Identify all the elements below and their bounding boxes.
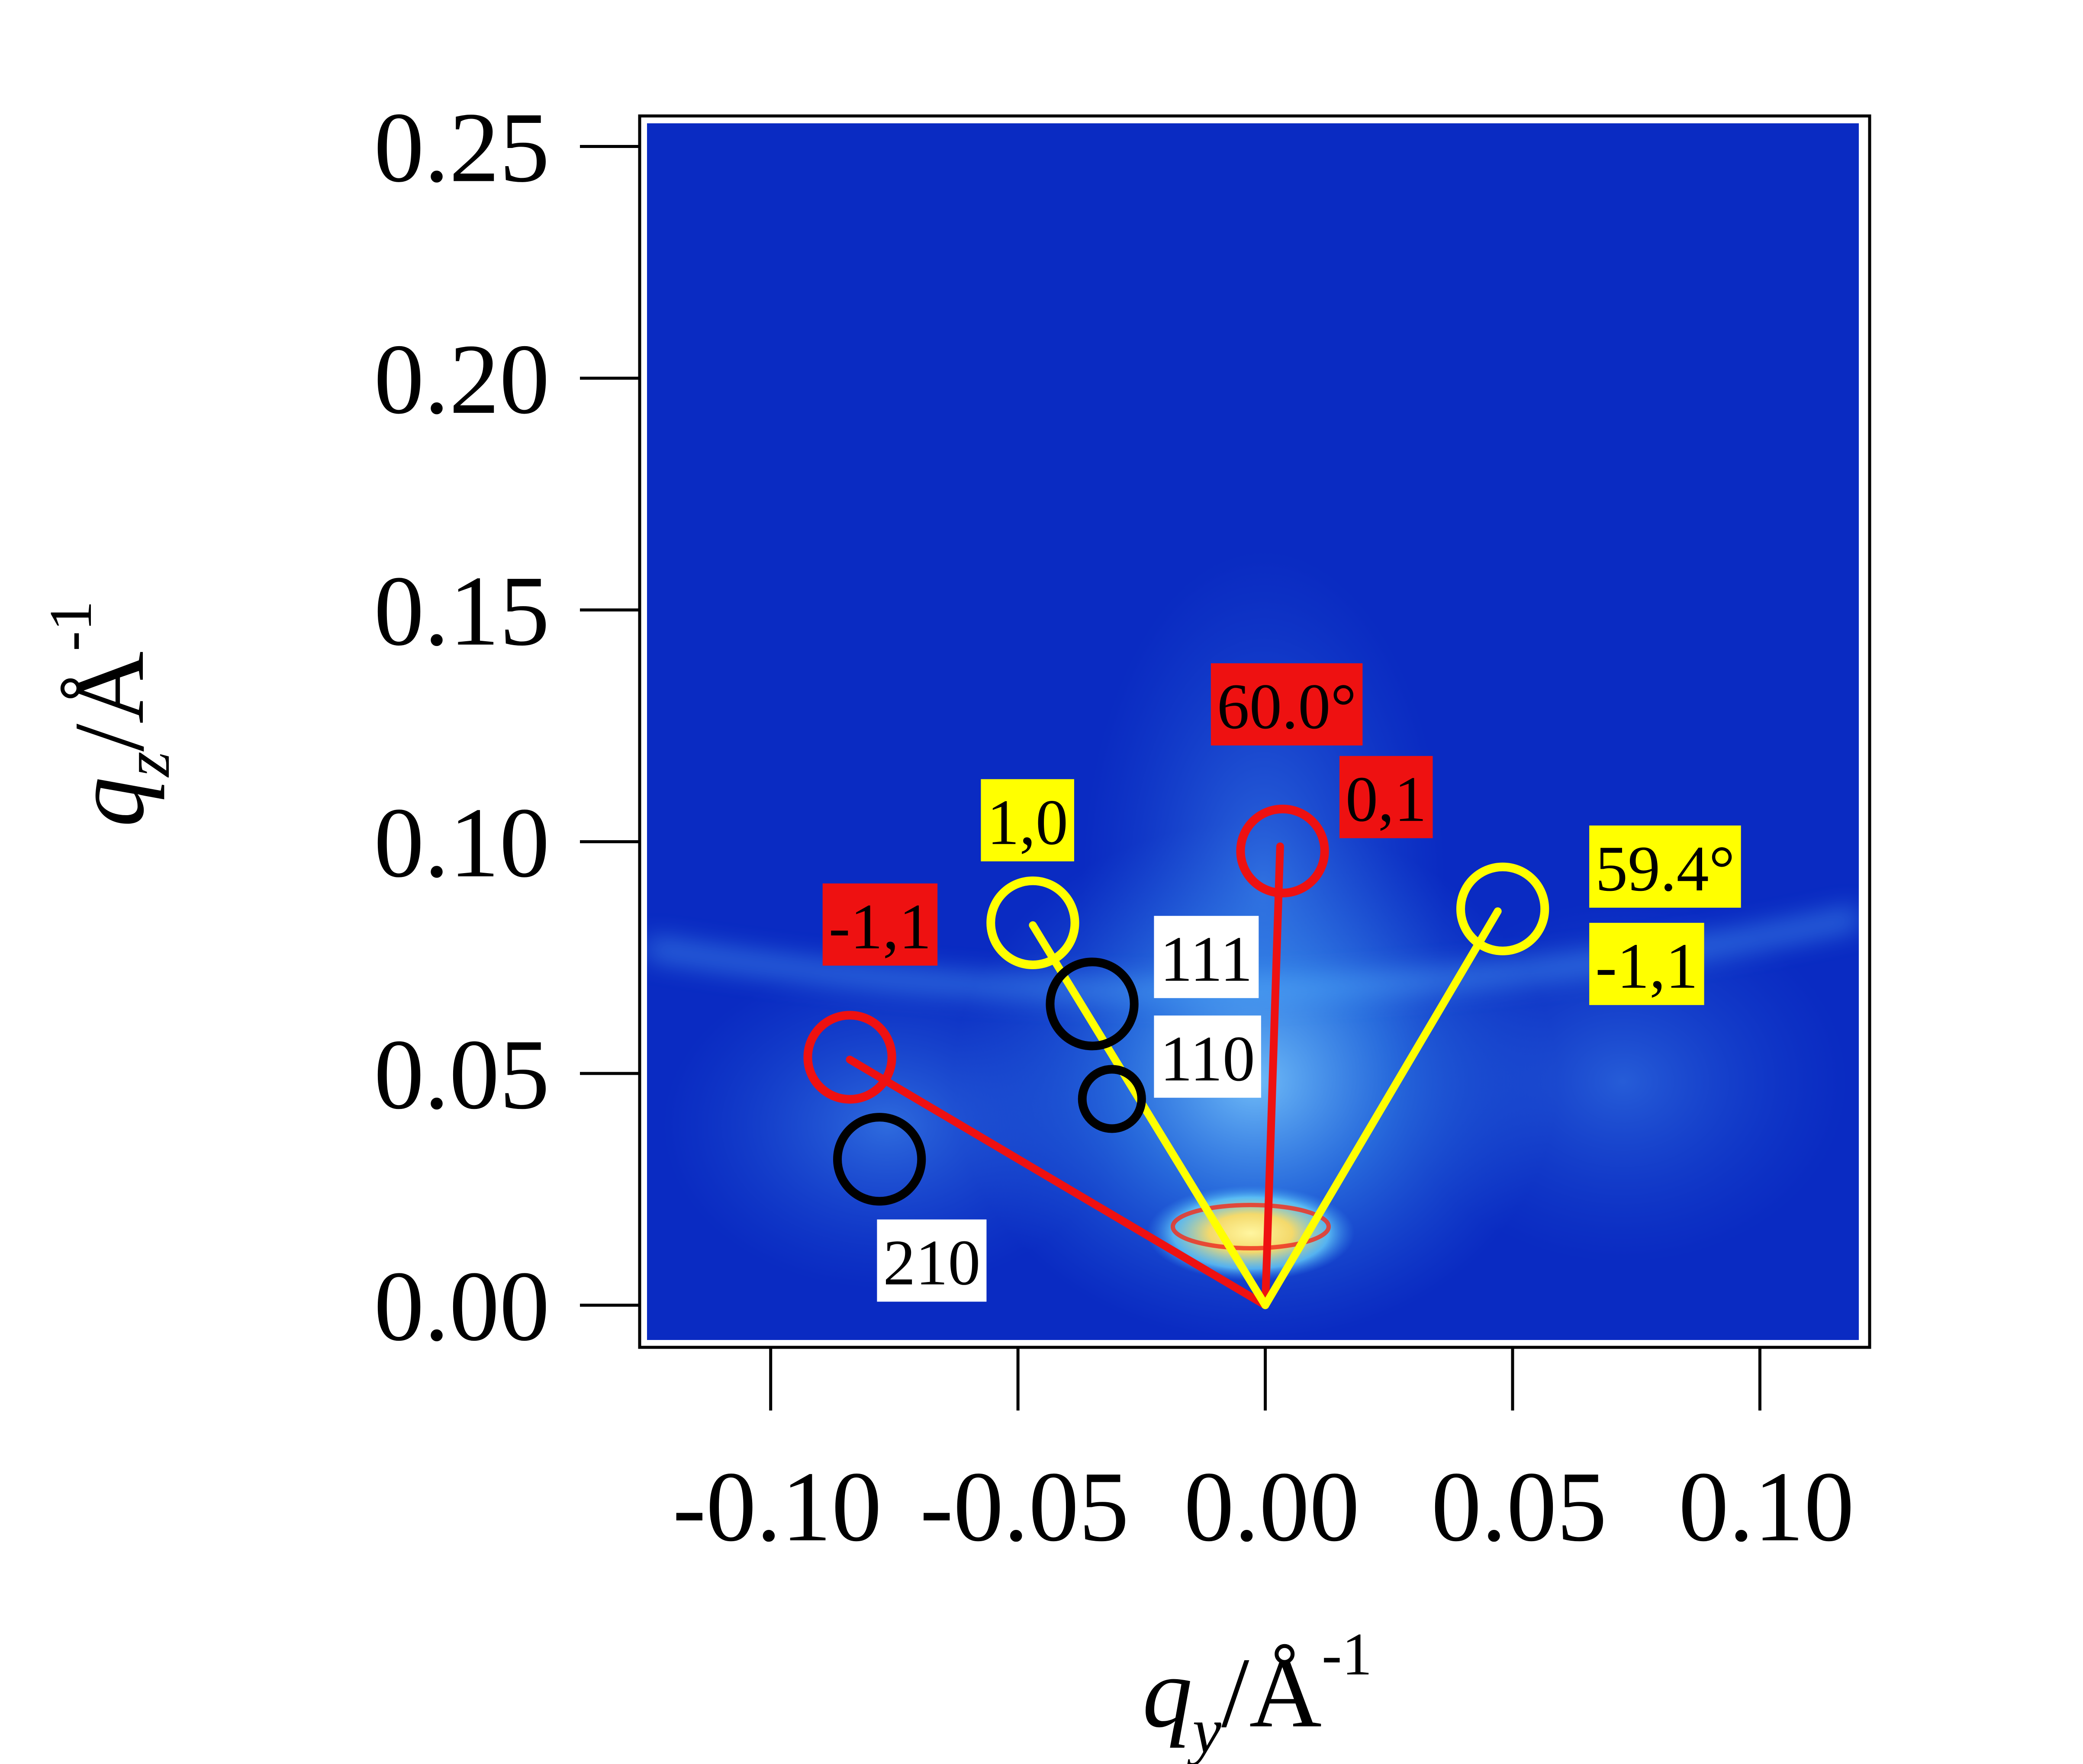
plot-overlay — [803, 804, 1549, 1309]
x-tick-label: 0.00 — [1184, 1451, 1360, 1562]
x-tick-label: 0.10 — [1678, 1451, 1854, 1562]
yellow-line-minus1-1 — [1261, 907, 1502, 1309]
svg-text:qy/Å-1: qy/Å-1 — [1142, 1621, 1372, 1764]
annotation-box — [1589, 922, 1704, 1005]
y-axis-label-sub: z — [111, 752, 183, 778]
y-tick-label: 0.00 — [374, 1251, 550, 1362]
annotation-box — [877, 1219, 987, 1302]
black-circle-210 — [833, 1113, 926, 1206]
red-line-0-1 — [1261, 842, 1284, 1309]
black-circle-110 — [1078, 1065, 1146, 1133]
annotation-box — [981, 779, 1074, 861]
annotation-minus1-1-yellow: -1,1 — [1589, 922, 1704, 1005]
yellow-circle-minus1-1 — [1456, 862, 1549, 955]
y-axis-label-exp: -1 — [37, 601, 104, 652]
annotation-box — [822, 883, 938, 966]
annotation-box — [1211, 663, 1363, 745]
annotation-angle-60: 60.0° — [1211, 663, 1363, 745]
red-line-minus1-1 — [846, 1055, 1269, 1309]
svg-text:qz/Å-1: qz/Å-1 — [37, 601, 183, 827]
annotation-box — [1154, 1015, 1261, 1098]
y-axis-label: qz/Å-1 — [37, 601, 183, 827]
annotation-text: 111 — [1160, 923, 1252, 995]
annotation-0-1: 0,1 — [1339, 756, 1433, 839]
annotation-minus1-1-red: -1,1 — [822, 883, 938, 966]
y-axis-label-unit: /Å — [54, 651, 165, 752]
y-axis: 0.00 0.05 0.10 0.15 0.20 0.25 — [374, 92, 638, 1362]
x-tick-label: -0.05 — [920, 1451, 1129, 1562]
annotation-box — [1589, 825, 1741, 908]
y-tick-label: 0.20 — [374, 324, 550, 435]
heatmap-glow-right — [1398, 900, 1848, 1263]
x-axis-label-sub: y — [1187, 1695, 1221, 1764]
annotation-text: 60.0° — [1217, 671, 1357, 742]
annotation-1-0: 1,0 — [981, 779, 1074, 861]
y-tick-label: 0.05 — [374, 1019, 550, 1130]
annotations: 60.0° 0,1 1,0 -1,1 111 110 210 59.4° -1,1 — [822, 663, 1741, 1302]
annotation-text: 1,0 — [987, 787, 1068, 858]
yellow-line-1-0 — [1029, 921, 1269, 1309]
heatmap-glow-left — [662, 961, 1112, 1289]
annotation-text: 59.4° — [1595, 833, 1735, 905]
y-axis-label-q: q — [54, 777, 165, 827]
red-circle-0-1 — [1236, 804, 1329, 897]
x-axis-label-unit: /Å — [1221, 1637, 1322, 1748]
annotation-text: -1,1 — [829, 891, 931, 963]
y-tick-label: 0.15 — [374, 556, 550, 667]
x-axis-label-q: q — [1142, 1637, 1192, 1748]
x-axis-label: qy/Å-1 — [1142, 1621, 1372, 1764]
yellow-circle-1-0 — [986, 876, 1079, 970]
annotation-text: 110 — [1160, 1023, 1255, 1095]
annotation-text: 210 — [883, 1227, 980, 1298]
x-axis: -0.10 -0.05 0.00 0.05 0.10 — [673, 1349, 1854, 1562]
y-tick-label: 0.10 — [374, 787, 550, 898]
annotation-110: 110 — [1154, 1015, 1261, 1098]
black-circle-111 — [1046, 958, 1139, 1051]
y-tick-label: 0.25 — [374, 92, 550, 203]
annotation-111: 111 — [1154, 916, 1259, 998]
annotation-text: 0,1 — [1346, 763, 1427, 835]
annotation-box — [1339, 756, 1433, 839]
heatmap-beam-ring — [1171, 1203, 1331, 1250]
annotation-angle-59-4: 59.4° — [1589, 825, 1741, 908]
x-tick-label: 0.05 — [1431, 1451, 1607, 1562]
annotation-210: 210 — [877, 1219, 987, 1302]
x-axis-label-exp: -1 — [1322, 1621, 1372, 1688]
red-circle-minus1-1 — [803, 1011, 896, 1104]
annotation-text: -1,1 — [1595, 930, 1698, 1002]
x-tick-label: -0.10 — [673, 1451, 882, 1562]
annotation-box — [1154, 916, 1259, 998]
